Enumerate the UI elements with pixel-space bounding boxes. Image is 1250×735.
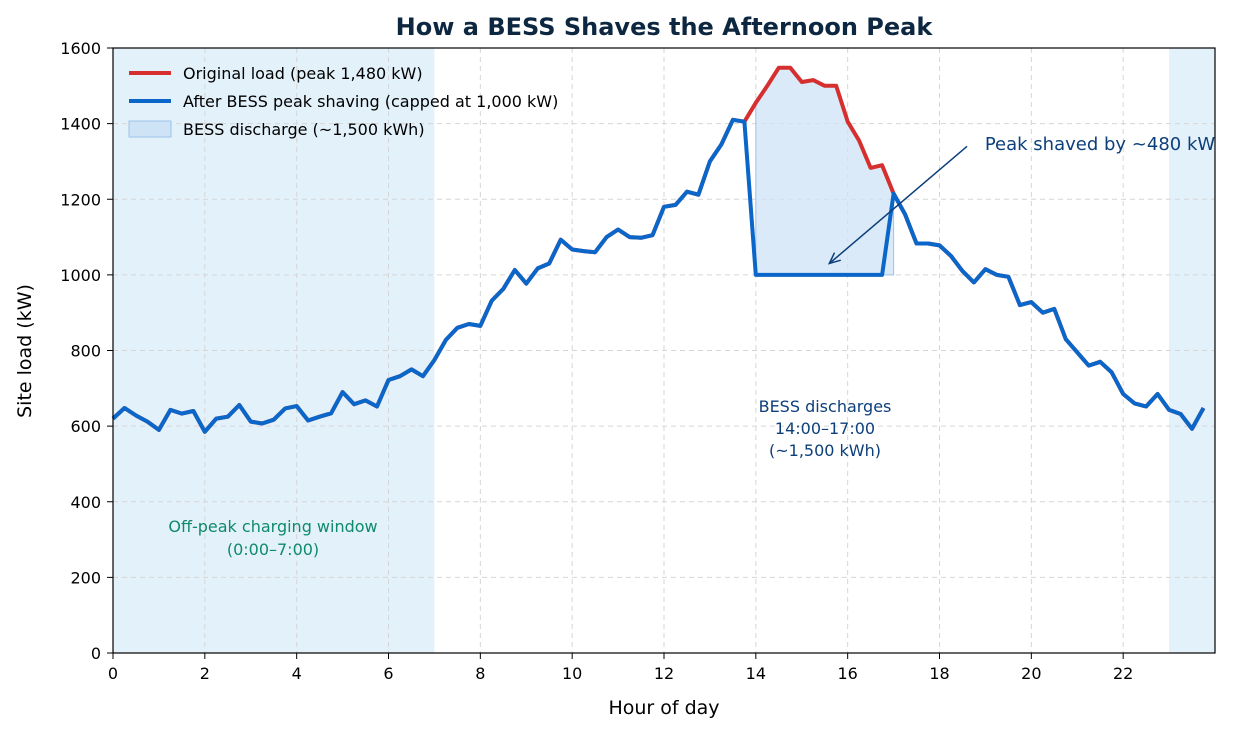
series-line-after-bess [111, 117, 1206, 434]
y-tick-label: 1600 [60, 39, 101, 58]
annotations: Off-peak charging window (0:00–7:00) BES… [168, 134, 1215, 559]
x-tick-label: 12 [654, 664, 674, 683]
peak-shaved-arrow [828, 145, 968, 265]
axis-ticks: 0 2 4 6 8 10 12 14 16 18 20 22 0 200 400 600 800 1000 1200… [60, 39, 1133, 683]
series-lines [111, 65, 1206, 434]
y-tick-label: 400 [70, 493, 101, 512]
shaded-region-0 [113, 48, 435, 653]
y-tick-label: 1400 [60, 115, 101, 134]
legend-label-original-load: Original load (peak 1,480 kW) [183, 64, 423, 83]
x-axis-title: Hour of day [608, 697, 719, 719]
x-tick-label: 2 [200, 664, 210, 683]
legend-label-bess-discharge: BESS discharge (~1,500 kWh) [183, 120, 425, 139]
chart-title: How a BESS Shaves the Afternoon Peak [396, 13, 934, 41]
x-tick-label: 22 [1113, 664, 1133, 683]
x-tick-label: 16 [837, 664, 857, 683]
legend-swatch-bess-discharge [128, 120, 172, 138]
x-tick-label: 0 [108, 664, 118, 683]
legend: Original load (peak 1,480 kW) After BESS… [128, 64, 558, 139]
offpeak-annotation-line2: (0:00–7:00) [227, 540, 319, 559]
shaded-regions [113, 48, 1215, 653]
y-tick-label: 800 [70, 342, 101, 361]
discharge-annotation-line2: 14:00–17:00 [775, 419, 875, 438]
x-tick-label: 10 [562, 664, 582, 683]
x-tick-label: 14 [746, 664, 766, 683]
x-tick-label: 8 [475, 664, 485, 683]
y-tick-label: 200 [70, 568, 101, 587]
y-tick-label: 1000 [60, 266, 101, 285]
y-tick-label: 600 [70, 417, 101, 436]
discharge-annotation-line1: BESS discharges [759, 397, 892, 416]
y-axis-title: Site load (kW) [14, 284, 36, 418]
discharge-annotation-line3: (~1,500 kWh) [769, 441, 881, 460]
peak-shaved-arrowhead [827, 252, 842, 265]
x-tick-label: 4 [292, 664, 302, 683]
peak-shaved-annotation: Peak shaved by ~480 kW [985, 134, 1216, 155]
legend-label-after-bess: After BESS peak shaving (capped at 1,000… [183, 92, 558, 111]
offpeak-annotation-line1: Off-peak charging window [168, 517, 377, 536]
y-tick-label: 1200 [60, 190, 101, 209]
x-tick-label: 18 [929, 664, 949, 683]
x-tick-label: 6 [383, 664, 393, 683]
x-tick-label: 20 [1021, 664, 1041, 683]
y-tick-label: 0 [91, 644, 101, 663]
